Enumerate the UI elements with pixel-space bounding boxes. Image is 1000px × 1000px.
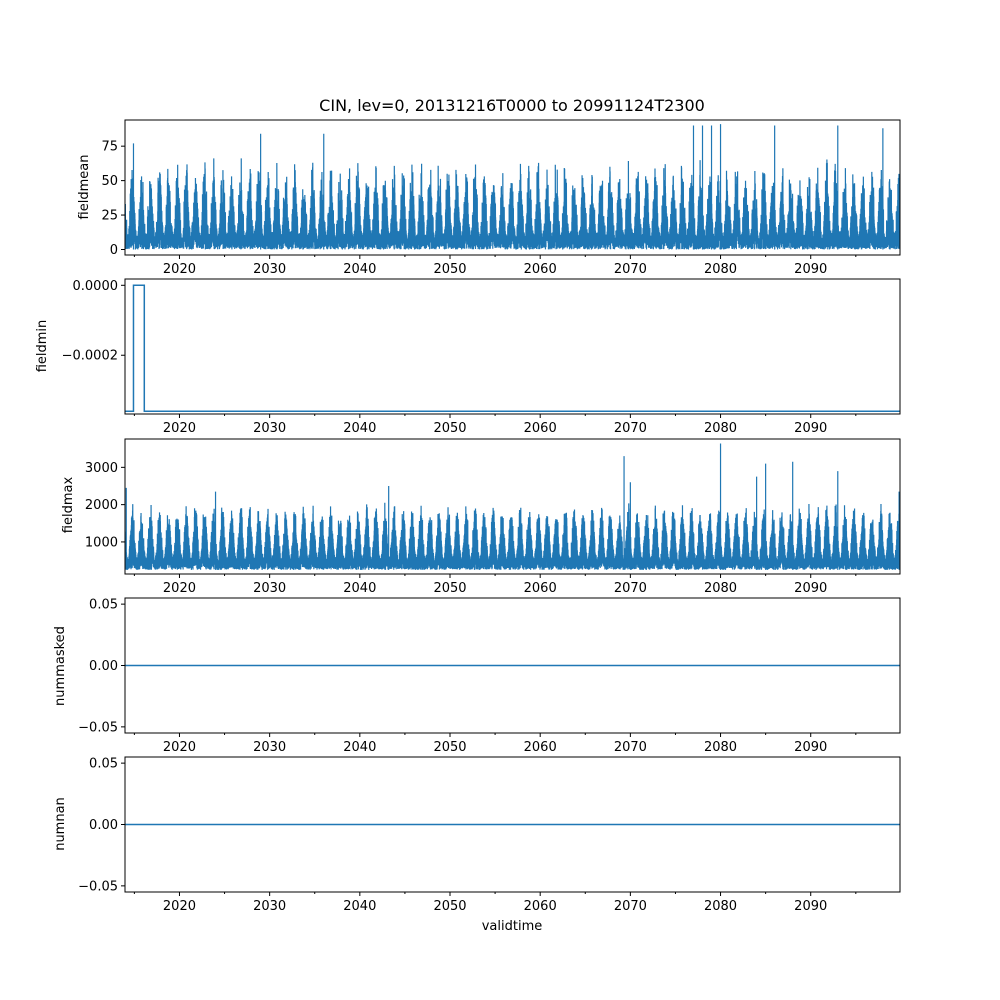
- y-tick-label-fieldmean: 25: [101, 209, 118, 224]
- ylabel-numnan: numnan: [53, 797, 68, 851]
- x-tick-label: 2020: [163, 581, 196, 596]
- y-tick-label-fieldmax: 2000: [85, 498, 118, 513]
- x-tick-label: 2060: [524, 740, 557, 755]
- series-line-fieldmax: [125, 443, 900, 570]
- x-tick-label: 2060: [524, 899, 557, 914]
- x-tick-label: 2060: [524, 421, 557, 436]
- y-tick-label-nummasked: 0.00: [89, 659, 118, 674]
- x-tick-label: 2070: [614, 262, 647, 277]
- panel-fieldmin: fieldmin 0.0000 −0.0002 2020 2030 2040 2050 20…: [35, 278, 901, 436]
- y-tick-label-fieldmean: 0: [110, 243, 118, 258]
- x-tick-label: 2080: [704, 740, 737, 755]
- y-tick-label-nummasked: 0.05: [89, 598, 118, 613]
- x-tick-label: 2070: [614, 581, 647, 596]
- x-tick-label: 2080: [704, 581, 737, 596]
- x-tick-label: 2090: [794, 262, 827, 277]
- panel-nummasked: nummasked 0.05 0.00 −0.05 2020 2030 2040 2050 2…: [53, 597, 901, 755]
- x-tick-label: 2040: [343, 740, 376, 755]
- x-tick-label: 2090: [794, 421, 827, 436]
- y-tick-label-fieldmax: 3000: [85, 461, 118, 476]
- y-tick-label-numnan: 0.05: [89, 757, 118, 772]
- x-tick-label: 2050: [433, 262, 466, 277]
- x-tick-label: 2030: [253, 899, 286, 914]
- y-tick-label-numnan: −0.05: [78, 879, 118, 894]
- y-tick-label-nummasked: −0.05: [78, 720, 118, 735]
- ylabel-fieldmax: fieldmax: [61, 477, 76, 534]
- x-tick-label: 2020: [163, 421, 196, 436]
- x-tick-label: 2090: [794, 740, 827, 755]
- axes-frame-fieldmax: [124, 438, 901, 575]
- x-tick-label: 2030: [253, 421, 286, 436]
- x-tick-label: 2050: [433, 740, 466, 755]
- x-tick-label: 2040: [343, 421, 376, 436]
- x-tick-label: 2030: [253, 740, 286, 755]
- series-line-fieldmean: [125, 124, 900, 250]
- y-tick-label-numnan: 0.00: [89, 818, 118, 833]
- axes-frame-fieldmean: [124, 119, 901, 256]
- x-tick-label: 2090: [794, 899, 827, 914]
- y-tick-label-fieldmean: 50: [101, 174, 118, 189]
- x-tick-label: 2080: [704, 421, 737, 436]
- y-tick-label-fieldmin: 0.0000: [73, 279, 119, 294]
- ylabel-fieldmin: fieldmin: [35, 320, 50, 373]
- panel-fieldmean: fieldmean 0 25 50 75 2020 2030 2040 2050 2060 207…: [77, 119, 901, 277]
- x-tick-label: 2080: [704, 262, 737, 277]
- x-tick-label: 2080: [704, 899, 737, 914]
- chart-title: CIN, lev=0, 20131216T0000 to 20991124T23…: [319, 96, 705, 115]
- x-tick-label: 2050: [433, 899, 466, 914]
- x-tick-label: 2050: [433, 581, 466, 596]
- x-tick-label: 2060: [524, 581, 557, 596]
- x-axis-label: validtime: [482, 919, 543, 934]
- x-tick-label: 2040: [343, 899, 376, 914]
- axes-frame-fieldmin: [124, 278, 901, 415]
- panel-numnan: numnan 0.05 0.00 −0.05 2020 2030 2040 2050 2060…: [53, 756, 901, 914]
- x-tick-label: 2020: [163, 899, 196, 914]
- x-tick-label: 2020: [163, 740, 196, 755]
- x-tick-label: 2040: [343, 262, 376, 277]
- panel-fieldmax: fieldmax 1000 2000 3000 2020 2030 2040 2050 206…: [61, 438, 901, 596]
- x-tick-label: 2030: [253, 262, 286, 277]
- ylabel-nummasked: nummasked: [53, 626, 68, 706]
- ylabel-fieldmean: fieldmean: [77, 155, 92, 220]
- x-tick-label: 2090: [794, 581, 827, 596]
- x-tick-label: 2060: [524, 262, 557, 277]
- x-tick-label: 2020: [163, 262, 196, 277]
- x-tick-label: 2070: [614, 421, 647, 436]
- x-tick-label: 2030: [253, 581, 286, 596]
- y-tick-label-fieldmean: 75: [101, 140, 118, 155]
- x-tick-label: 2050: [433, 421, 466, 436]
- x-tick-label: 2040: [343, 581, 376, 596]
- y-tick-label-fieldmin: −0.0002: [62, 349, 118, 364]
- x-tick-label: 2070: [614, 740, 647, 755]
- series-line-fieldmin: [125, 284, 900, 412]
- x-tick-label: 2070: [614, 899, 647, 914]
- y-tick-label-fieldmax: 1000: [85, 535, 118, 550]
